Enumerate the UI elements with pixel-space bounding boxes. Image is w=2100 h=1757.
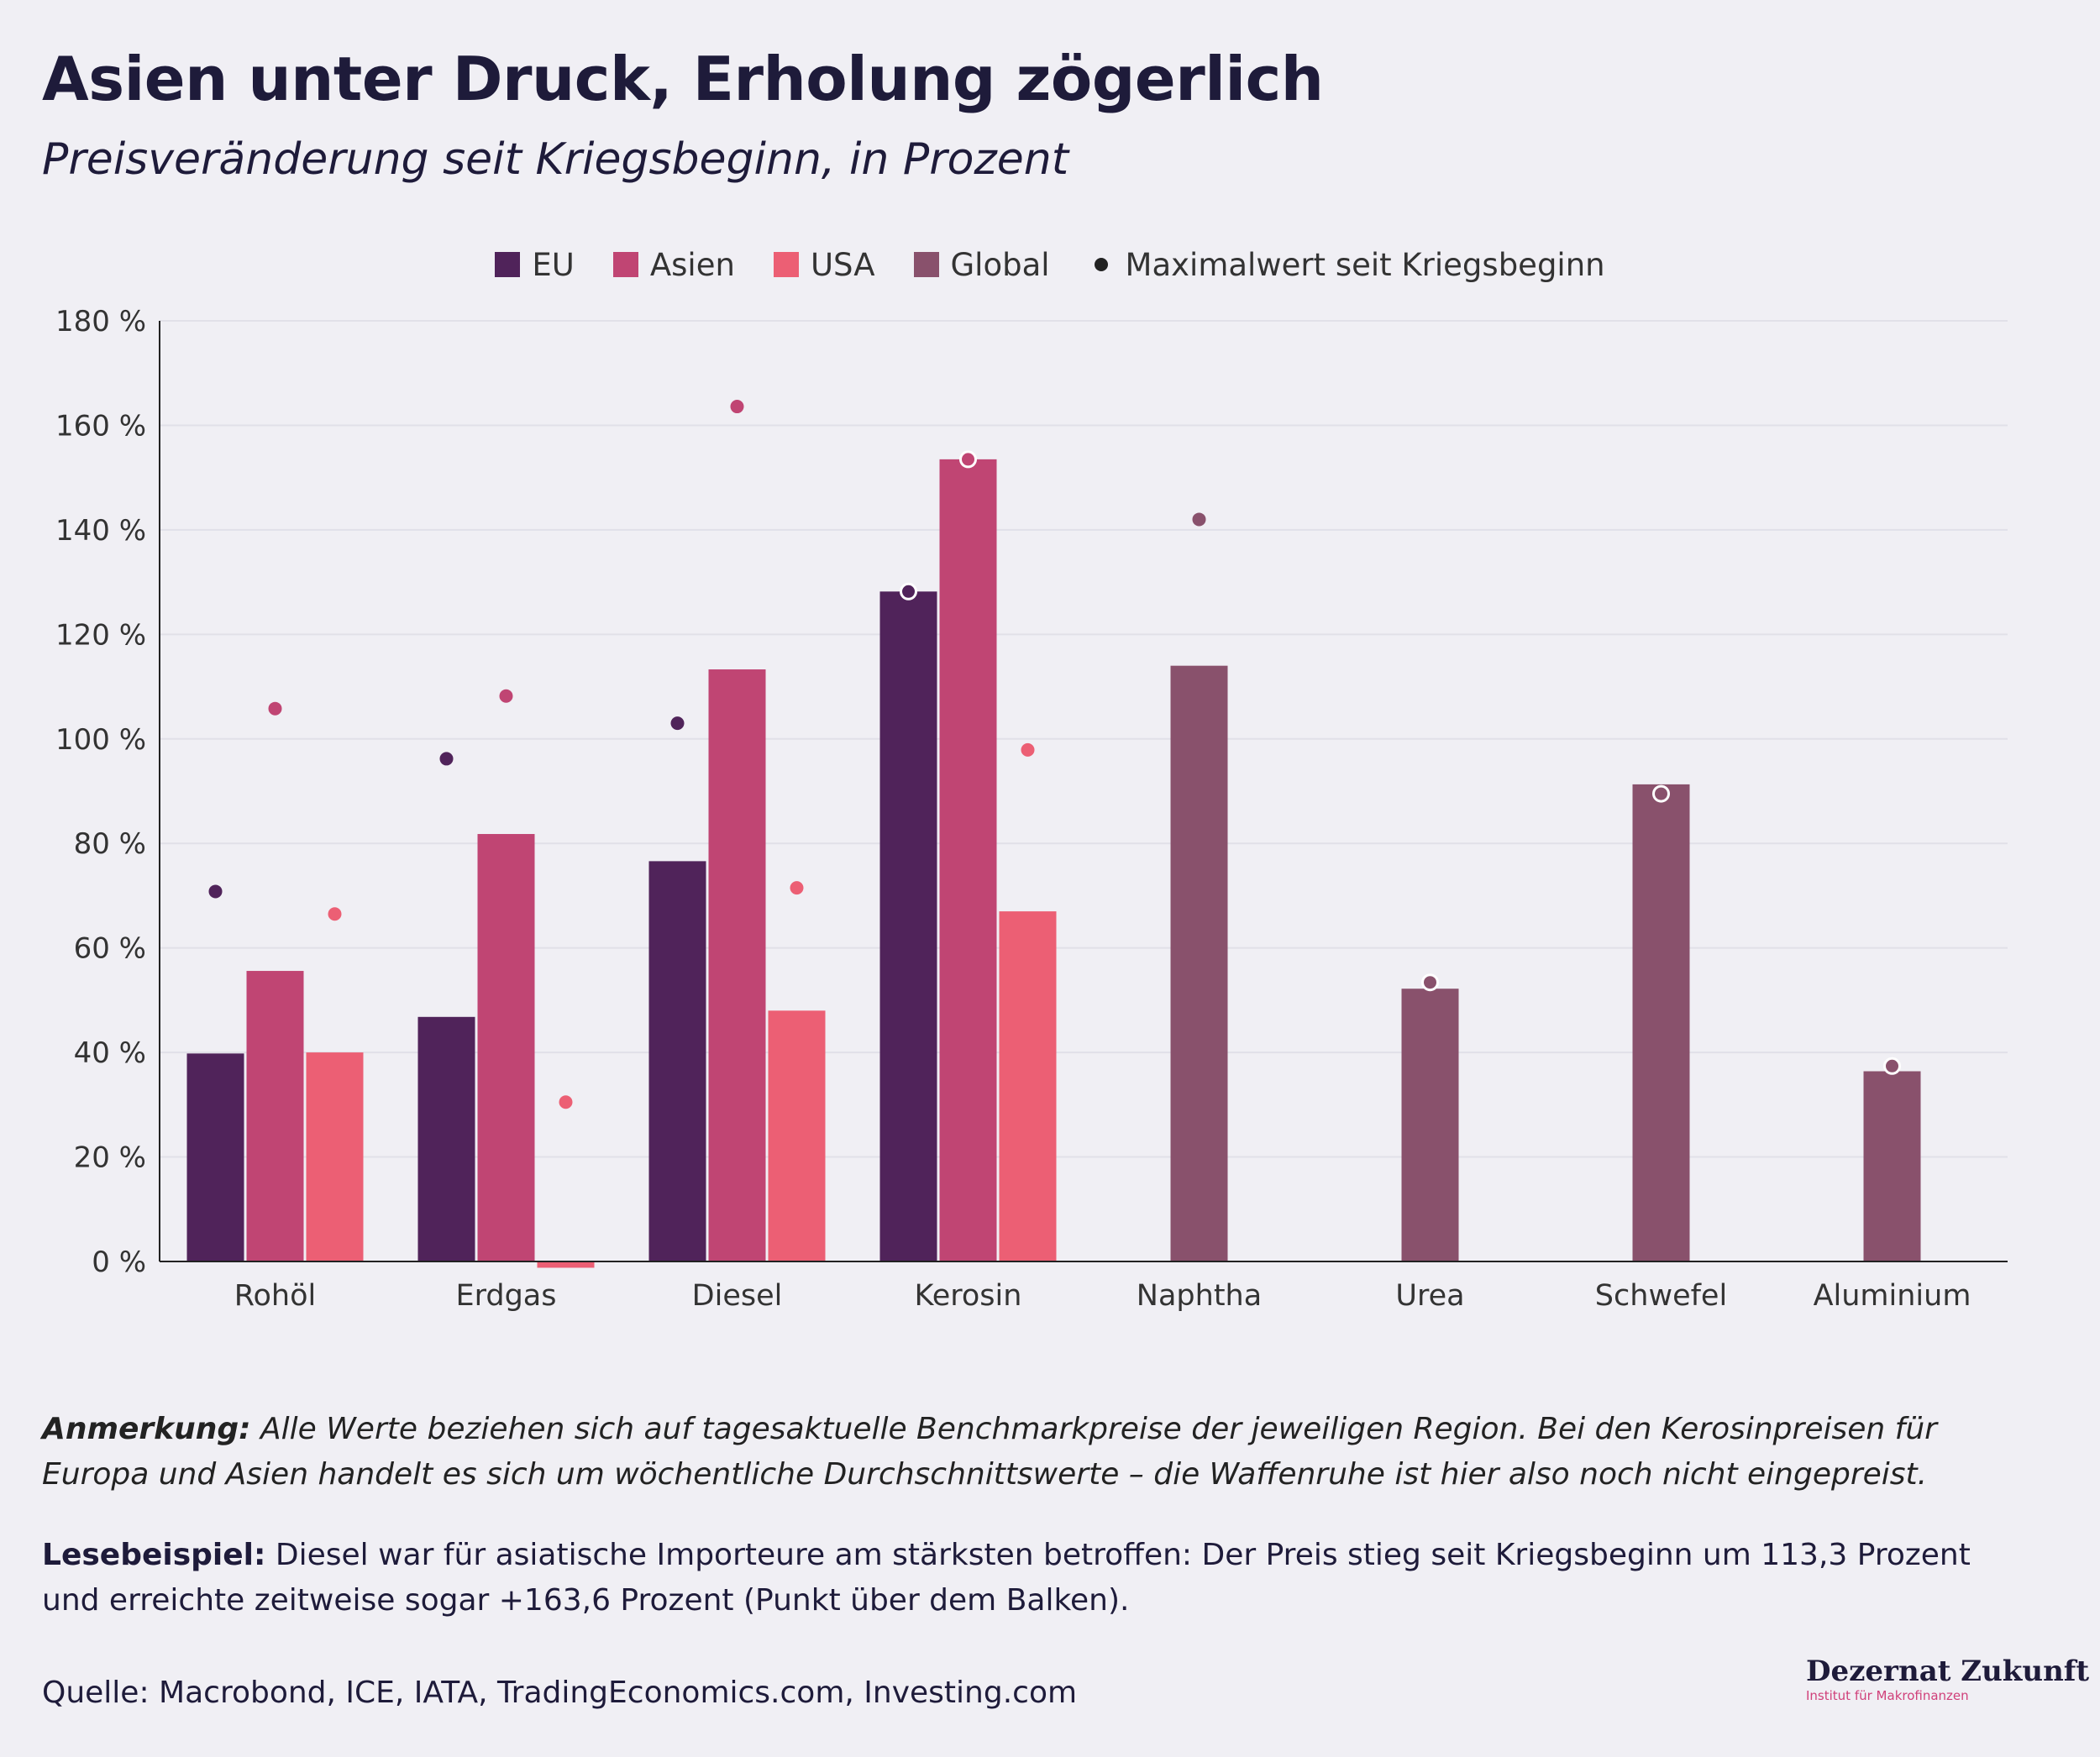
example-label: Lesebeispiel:	[42, 1538, 266, 1572]
bar-eu[interactable]	[417, 1016, 475, 1261]
max-dot-global[interactable]	[1192, 512, 1206, 527]
x-tick-label: Naphtha	[1137, 1279, 1262, 1313]
bar-usa[interactable]	[768, 1010, 826, 1261]
x-tick-label: Erdgas	[455, 1279, 556, 1313]
max-dot-asien[interactable]	[499, 689, 513, 703]
max-dot-eu[interactable]	[670, 716, 685, 731]
x-tick-label: Rohöl	[234, 1279, 316, 1313]
y-tick-label: 40 %	[74, 1036, 146, 1070]
legend-label-global: Global	[950, 246, 1050, 283]
bar-usa[interactable]	[999, 911, 1057, 1261]
bar-asien[interactable]	[246, 971, 304, 1261]
brand-logo: Dezernat Zukunft Institut für Makrofinan…	[1806, 1655, 2090, 1703]
footnote: Anmerkung: Alle Werte beziehen sich auf …	[42, 1407, 1974, 1497]
bar-eu[interactable]	[648, 861, 706, 1261]
legend-label-usa: USA	[810, 246, 875, 283]
max-dot-usa[interactable]	[328, 907, 342, 921]
bar-global[interactable]	[1863, 1071, 1921, 1261]
max-dot-global[interactable]	[1421, 973, 1439, 992]
logo-name: Dezernat Zukunft	[1806, 1655, 2090, 1688]
bar-global[interactable]	[1401, 989, 1459, 1261]
bars	[186, 459, 1921, 1268]
max-dot-asien[interactable]	[730, 400, 744, 414]
legend-label-asien: Asien	[649, 246, 735, 283]
legend-dot-max	[1094, 258, 1108, 271]
y-tick-label: 60 %	[74, 932, 146, 966]
max-dot-asien[interactable]	[268, 701, 282, 716]
legend-item-max[interactable]: Maximalwert seit Kriegsbeginn	[1089, 247, 1605, 283]
legend-item-eu[interactable]: EU	[495, 246, 575, 283]
bar-eu[interactable]	[186, 1053, 244, 1261]
y-tick-label: 180 %	[55, 305, 146, 338]
chart-subtitle: Preisveränderung seit Kriegsbeginn, in P…	[42, 134, 1069, 185]
bar-asien[interactable]	[939, 459, 997, 1261]
y-tick-label: 120 %	[55, 618, 146, 652]
y-tick-label: 20 %	[74, 1141, 146, 1175]
reading-example: Lesebeispiel: Diesel war für asiatische …	[42, 1533, 1974, 1623]
max-markers	[208, 400, 1901, 1109]
legend-item-global[interactable]: Global	[913, 246, 1050, 283]
bar-global[interactable]	[1170, 665, 1228, 1261]
bar-asien[interactable]	[708, 669, 766, 1261]
note-label: Anmerkung:	[42, 1412, 251, 1446]
bar-global[interactable]	[1632, 784, 1690, 1261]
example-text: Diesel war für asiatische Importeure am …	[42, 1538, 1971, 1618]
max-dot-global[interactable]	[1652, 784, 1670, 803]
max-dot-usa[interactable]	[1021, 742, 1035, 757]
bar-usa[interactable]	[537, 1261, 595, 1268]
note-text: Alle Werte beziehen sich auf tagesaktuel…	[42, 1412, 1937, 1492]
y-tick-label: 0 %	[92, 1246, 146, 1279]
x-tick-label: Diesel	[692, 1279, 783, 1313]
bar-eu[interactable]	[879, 591, 937, 1261]
x-tick-label: Urea	[1395, 1279, 1464, 1313]
legend-label-max: Maximalwert seit Kriegsbeginn	[1125, 246, 1605, 283]
y-tick-label: 140 %	[55, 514, 146, 548]
chart-legend: EU Asien USA Global Maximalwert seit Kri…	[0, 244, 2100, 286]
max-dot-global[interactable]	[1883, 1057, 1901, 1075]
x-tick-label: Kerosin	[915, 1279, 1022, 1313]
max-dot-eu[interactable]	[208, 884, 223, 899]
axis-labels: 0 % 20 % 40 % 60 % 80 % 100 % 120 % 140 % 160 % 1…	[55, 305, 1971, 1313]
max-dot-eu[interactable]	[900, 582, 917, 601]
legend-label-eu: EU	[532, 246, 575, 283]
legend-swatch-usa	[773, 252, 799, 277]
logo-tagline: Institut für Makrofinanzen	[1806, 1688, 1969, 1703]
source-line: Quelle: Macrobond, ICE, IATA, TradingEco…	[42, 1676, 1078, 1710]
bar-asien[interactable]	[477, 834, 535, 1261]
bar-usa[interactable]	[306, 1052, 364, 1261]
legend-swatch-global	[913, 252, 939, 277]
legend-swatch-eu	[495, 252, 521, 277]
max-dot-usa[interactable]	[559, 1095, 573, 1109]
y-tick-label: 160 %	[55, 409, 146, 443]
x-tick-label: Aluminium	[1814, 1279, 1971, 1313]
max-dot-asien[interactable]	[959, 450, 977, 469]
y-tick-label: 100 %	[55, 723, 146, 757]
x-tick-label: Schwefel	[1595, 1279, 1727, 1313]
axes	[159, 321, 2008, 1262]
legend-item-usa[interactable]: USA	[773, 246, 875, 283]
max-dot-eu[interactable]	[439, 752, 454, 766]
legend-item-asien[interactable]: Asien	[612, 246, 735, 283]
y-tick-label: 80 %	[74, 827, 146, 861]
chart-title: Asien unter Druck, Erholung zögerlich	[42, 44, 1324, 114]
bar-chart: 0 % 20 % 40 % 60 % 80 % 100 % 120 % 140 % 160 % 1…	[55, 305, 2008, 1313]
max-dot-usa[interactable]	[790, 881, 804, 895]
legend-swatch-asien	[612, 252, 638, 277]
